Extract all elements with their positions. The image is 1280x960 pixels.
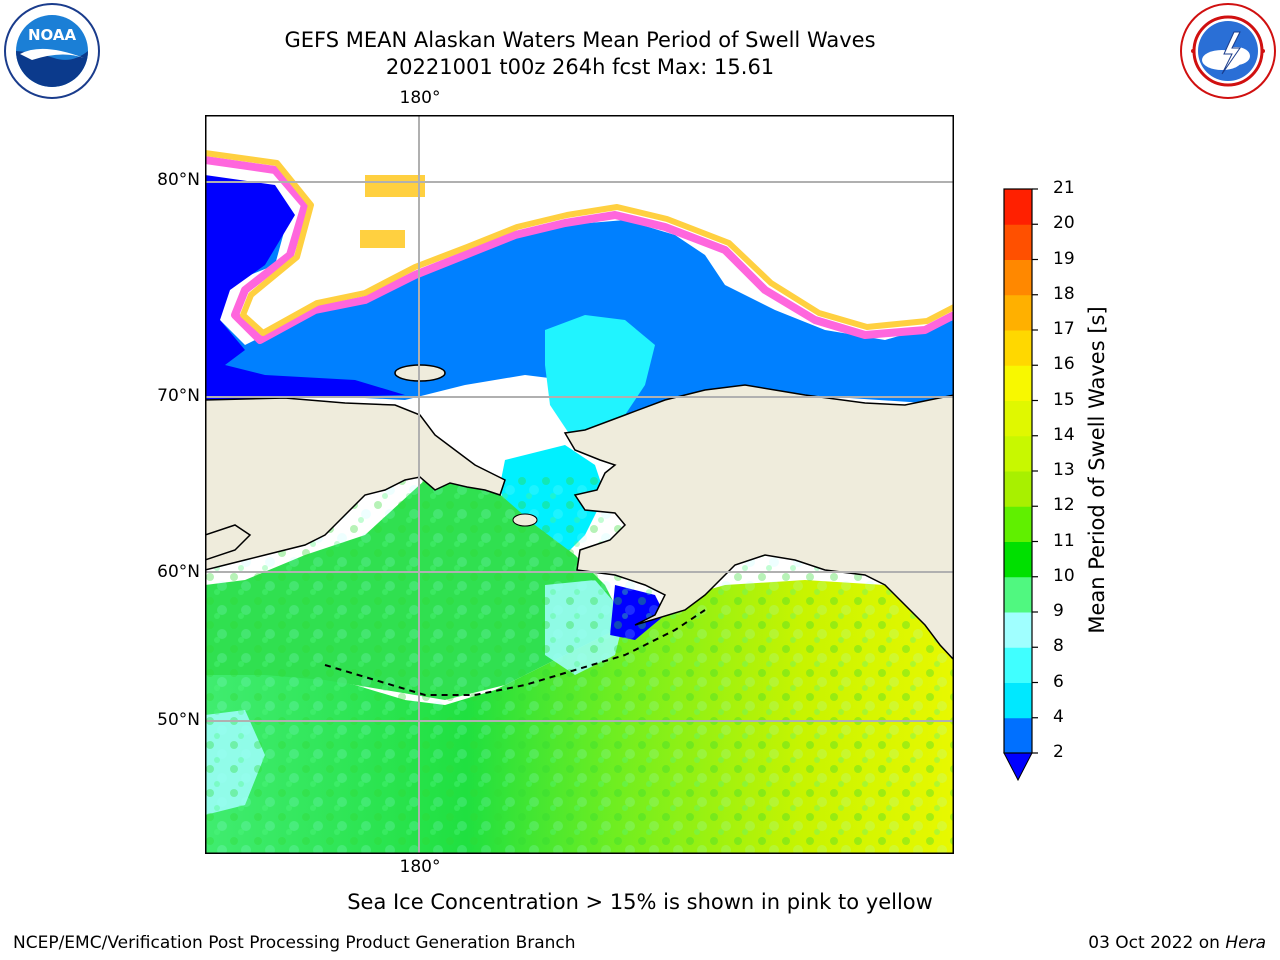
colorbar-label: Mean Period of Swell Waves [s] [1085,306,1109,634]
colorbar-segment [1004,365,1032,401]
colorbar-segment [1004,612,1032,648]
colorbar-segment [1004,224,1032,260]
colorbar-segment [1004,294,1032,331]
colorbar-tick-label: 11 [1053,530,1075,551]
colorbar-tick-label: 16 [1053,354,1075,375]
noaa-logo-text: NOAA [28,26,77,44]
colorbar-tick-label: 19 [1053,248,1075,269]
colorbar-tick-label: 17 [1053,319,1075,339]
colorbar-tick-label: 21 [1053,178,1075,198]
footer-date: 03 Oct 2022 on [1088,933,1220,953]
ice-patch-2 [360,230,405,248]
colorbar-segment [1004,259,1032,296]
lon-label-top: 180° [399,88,441,108]
colorbar-segment [1004,647,1032,683]
chart-title: GEFS MEAN Alaskan Waters Mean Period of … [284,28,876,52]
ice-edge-band [205,156,954,344]
footer-left: NCEP/EMC/Verification Post Processing Pr… [13,933,576,953]
aleutian-chain [324,609,706,696]
sea-ice-note: Sea Ice Concentration > 15% is shown in … [347,890,933,914]
graticule [205,115,954,854]
footer-host: Hera [1225,933,1266,953]
ice-patch-1 [365,175,425,197]
colorbar-segment [1004,717,1032,754]
st-lawrence-island [512,513,538,527]
colorbar-segment [1004,682,1032,719]
land-chukotka-inset [205,524,252,561]
colorbar-tick-label: 8 [1053,636,1064,657]
footer-right: 03 Oct 2022 on Hera [1088,933,1266,953]
colorbar-segment [1004,435,1032,472]
swell-period-map [205,115,954,854]
lat-label-60: 60°N [157,562,200,582]
colorbar-segment [1004,576,1032,613]
lat-label-50: 50°N [157,710,200,730]
lon-label-bottom: 180° [399,857,441,877]
nws-logo [1180,3,1276,99]
colorbar-tick-label: 2 [1053,742,1064,762]
map-frame [205,115,954,854]
colorbar-tick-label: 13 [1053,460,1075,480]
colorbar-tick-label: 20 [1053,213,1075,234]
colorbar-tick-label: 15 [1053,389,1075,410]
colorbar-segment [1004,189,1032,225]
colorbar-segments [1004,189,1032,754]
land-siberia [205,397,506,571]
lat-label-80: 80°N [157,170,200,190]
ice-edge-yellow [205,150,954,336]
colorbar-extend-arrow [1003,752,1033,782]
arctic-cyan-patch [545,315,655,445]
colorbar-tick-label: 18 [1053,283,1075,304]
colorbar-segment [1004,330,1032,366]
chart-subtitle: 20221001 t00z 264h fcst Max: 15.61 [385,55,775,79]
colorbar-tick-label: 14 [1053,424,1075,445]
colorbar-tick-label: 6 [1053,671,1064,692]
colorbar-tick-label: 4 [1053,706,1064,727]
colorbar-segment [1004,400,1032,437]
colorbar-tick-label: 9 [1053,601,1064,621]
colorbar-segment [1004,541,1032,578]
colorbar-tick-marks [1032,188,1038,754]
noaa-logo: NOAA [4,3,100,99]
arctic-ocean-blue [205,185,954,445]
lat-label-70: 70°N [157,386,200,406]
colorbar-segment [1004,471,1032,507]
colorbar-tick-label: 10 [1053,565,1075,586]
colorbar-segment [1004,506,1032,542]
arctic-deep-blue-west [205,175,405,400]
colorbar-tick-label: 12 [1053,495,1075,516]
colorbar [1003,188,1038,782]
